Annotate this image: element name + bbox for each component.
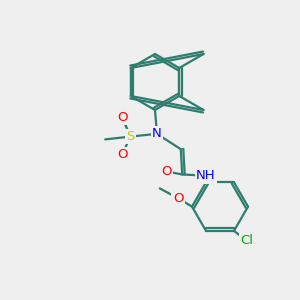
Text: S: S (126, 130, 135, 143)
Text: O: O (117, 148, 127, 161)
Text: N: N (152, 127, 162, 140)
Text: O: O (173, 192, 183, 205)
Text: O: O (162, 165, 172, 178)
Text: Cl: Cl (240, 234, 253, 247)
Text: NH: NH (196, 169, 216, 182)
Text: O: O (117, 110, 127, 124)
